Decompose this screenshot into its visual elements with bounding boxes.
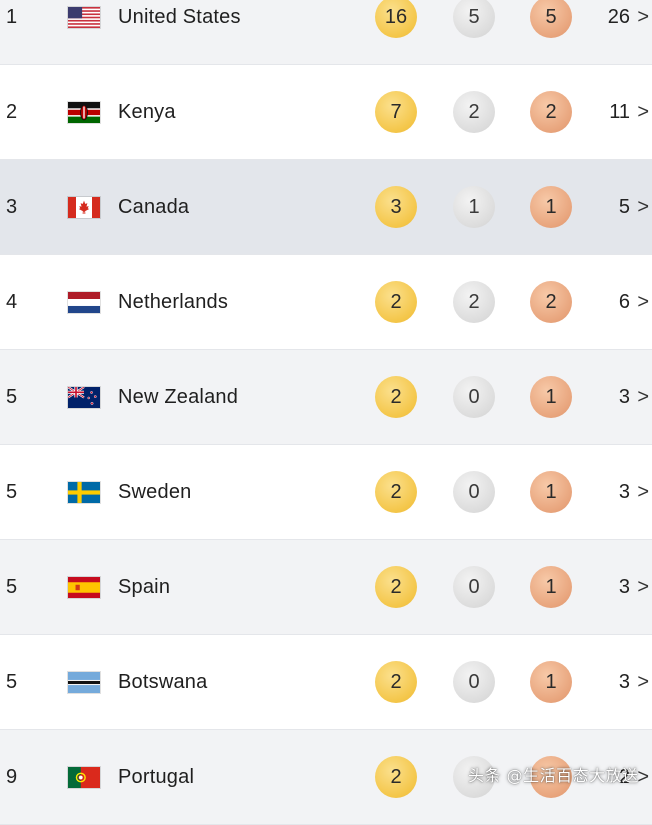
total-medal-count: 3 (618, 576, 630, 598)
total-medal-count: 3 (618, 481, 630, 503)
chevron-right-icon[interactable]: > (637, 766, 649, 788)
bronze-medal-count: 1 (530, 376, 572, 418)
kenya-flag (67, 101, 101, 124)
table-row[interactable]: 5 Botswana 2 0 1 3 > (0, 635, 652, 730)
new-zealand-flag (67, 386, 101, 409)
total-medal-count: 11 (609, 101, 630, 123)
table-row[interactable]: 1 United States 16 5 5 26 > (0, 0, 652, 65)
country-name: Spain (118, 576, 171, 598)
silver-medal-count: 1 (453, 186, 495, 228)
rank: 5 (6, 576, 18, 598)
country-name: Sweden (118, 481, 192, 503)
table-row[interactable]: 5 Sweden 2 0 1 3 > (0, 445, 652, 540)
total-medal-count: 26 (607, 6, 630, 28)
spain-flag (67, 576, 101, 599)
silver-medal-count: 0 (453, 376, 495, 418)
botswana-flag (67, 671, 101, 694)
bronze-medal-count: 1 (530, 661, 572, 703)
bronze-medal-count: 1 (530, 471, 572, 513)
country-name: Botswana (118, 671, 208, 693)
rank: 9 (6, 766, 18, 788)
chevron-right-icon[interactable]: > (637, 196, 649, 218)
sweden-flag (67, 481, 101, 504)
gold-medal-count: 3 (375, 186, 417, 228)
country-name: Canada (118, 196, 190, 218)
gold-medal-count: 2 (375, 756, 417, 798)
total-medal-count: 3 (618, 386, 630, 408)
bronze-medal-count: 2 (530, 91, 572, 133)
gold-medal-count: 2 (375, 661, 417, 703)
country-name: United States (118, 6, 241, 28)
gold-medal-count: 2 (375, 281, 417, 323)
chevron-right-icon[interactable]: > (637, 576, 649, 598)
table-row[interactable]: 2 Kenya 7 2 2 11 > (0, 65, 652, 160)
gold-medal-count: 7 (375, 91, 417, 133)
rank: 5 (6, 386, 18, 408)
gold-medal-count: 16 (375, 0, 417, 38)
silver-medal-count: 5 (453, 0, 495, 38)
gold-medal-count: 2 (375, 376, 417, 418)
chevron-right-icon[interactable]: > (637, 101, 649, 123)
watermark: 头条 @生活百态大放送 (468, 766, 639, 785)
total-medal-count: 2 (618, 766, 630, 788)
silver-medal-count: 0 (453, 471, 495, 513)
table-row[interactable]: 3 Canada 3 1 1 5 > (0, 160, 652, 255)
chevron-right-icon[interactable]: > (637, 291, 649, 313)
silver-medal-count: 2 (453, 91, 495, 133)
table-row[interactable]: 4 Netherlands 2 2 2 6 > (0, 255, 652, 350)
bronze-medal-count: 1 (530, 186, 572, 228)
silver-medal-count: 0 (453, 566, 495, 608)
country-name: New Zealand (118, 386, 239, 408)
portugal-flag (67, 766, 101, 789)
rank: 5 (6, 671, 18, 693)
rank: 5 (6, 481, 18, 503)
rank: 2 (6, 101, 18, 123)
country-name: Kenya (118, 101, 176, 123)
gold-medal-count: 2 (375, 471, 417, 513)
country-name: Portugal (118, 766, 195, 788)
chevron-right-icon[interactable]: > (637, 671, 649, 693)
country-name: Netherlands (118, 291, 229, 313)
bronze-medal-count: 1 (530, 566, 572, 608)
table-row[interactable]: 5 New Zealand 2 0 1 3 > (0, 350, 652, 445)
total-medal-count: 6 (618, 291, 630, 313)
bronze-medal-count: 5 (530, 0, 572, 38)
silver-medal-count (453, 756, 495, 798)
bronze-medal-count: 2 (530, 281, 572, 323)
chevron-right-icon[interactable]: > (637, 386, 649, 408)
rank: 4 (6, 291, 18, 313)
canada-flag (67, 196, 101, 219)
total-medal-count: 5 (618, 196, 630, 218)
bronze-medal-count (530, 756, 572, 798)
rank: 3 (6, 196, 18, 218)
netherlands-flag (67, 291, 101, 314)
silver-medal-count: 0 (453, 661, 495, 703)
silver-medal-count: 2 (453, 281, 495, 323)
us-flag (67, 6, 101, 29)
total-medal-count: 3 (618, 671, 630, 693)
chevron-right-icon[interactable]: > (637, 481, 649, 503)
rank: 1 (6, 6, 18, 28)
table-row[interactable]: 5 Spain 2 0 1 3 > (0, 540, 652, 635)
gold-medal-count: 2 (375, 566, 417, 608)
chevron-right-icon[interactable]: > (637, 6, 649, 28)
